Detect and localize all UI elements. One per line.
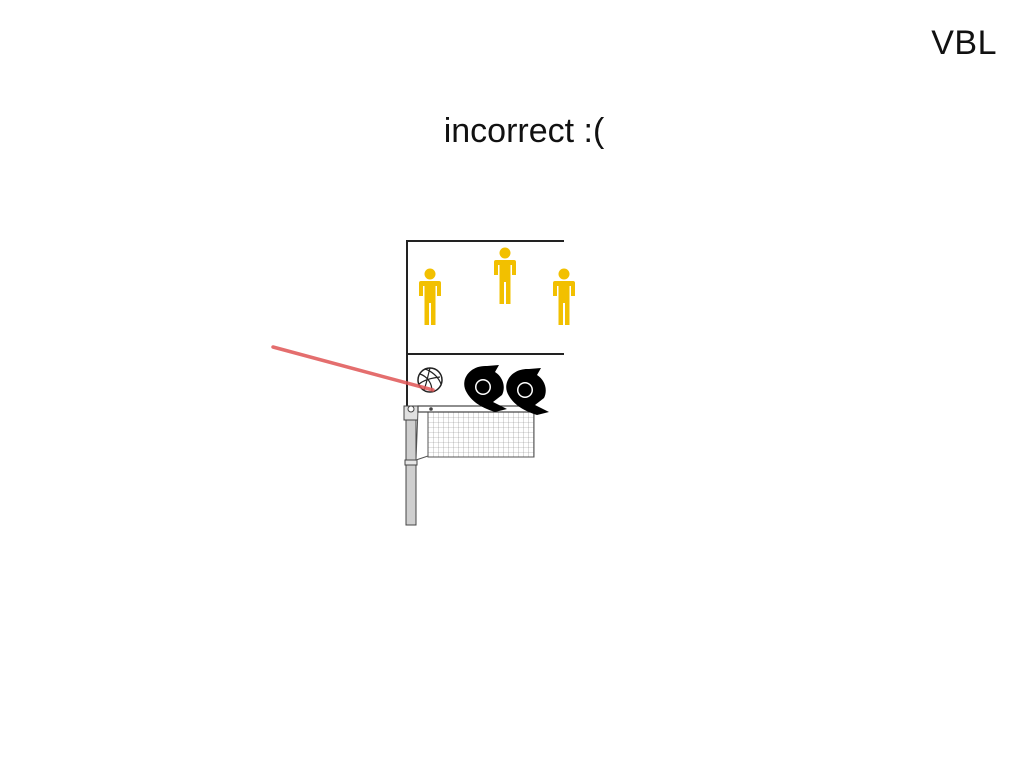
ball-trajectory bbox=[271, 345, 435, 392]
player-icon-left bbox=[419, 268, 441, 325]
result-message: incorrect :( bbox=[443, 112, 605, 150]
blocker-icon-1 bbox=[464, 365, 507, 412]
player-icon-right bbox=[553, 268, 575, 325]
net-pole bbox=[403, 405, 419, 526]
brand-label: VBL bbox=[931, 24, 997, 62]
player-icon-center bbox=[494, 247, 516, 304]
volleyball-net-icon bbox=[415, 405, 535, 461]
